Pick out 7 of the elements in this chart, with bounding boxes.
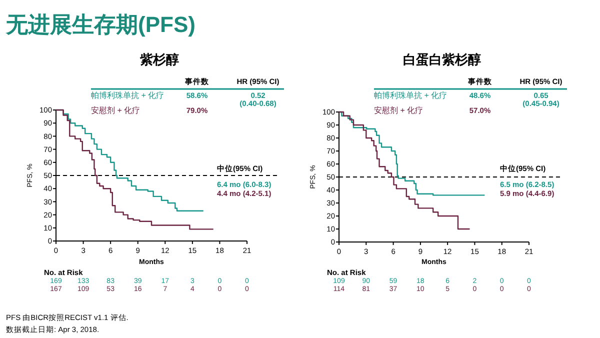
text: 帕博利珠单抗 + 化疗 bbox=[91, 91, 164, 100]
text: 安慰剂 + 化疗 bbox=[91, 106, 140, 115]
chart-subtitle: 紫杉醇 bbox=[139, 52, 179, 67]
text: 帕博利珠单抗 + 化疗 bbox=[374, 91, 448, 100]
series-label: 安慰剂 + 化疗 bbox=[374, 106, 424, 115]
chart-title: 无进展生存期(PFS) bbox=[5, 12, 196, 37]
chart-subtitle: 白蛋白紫杉醇 bbox=[403, 52, 481, 67]
